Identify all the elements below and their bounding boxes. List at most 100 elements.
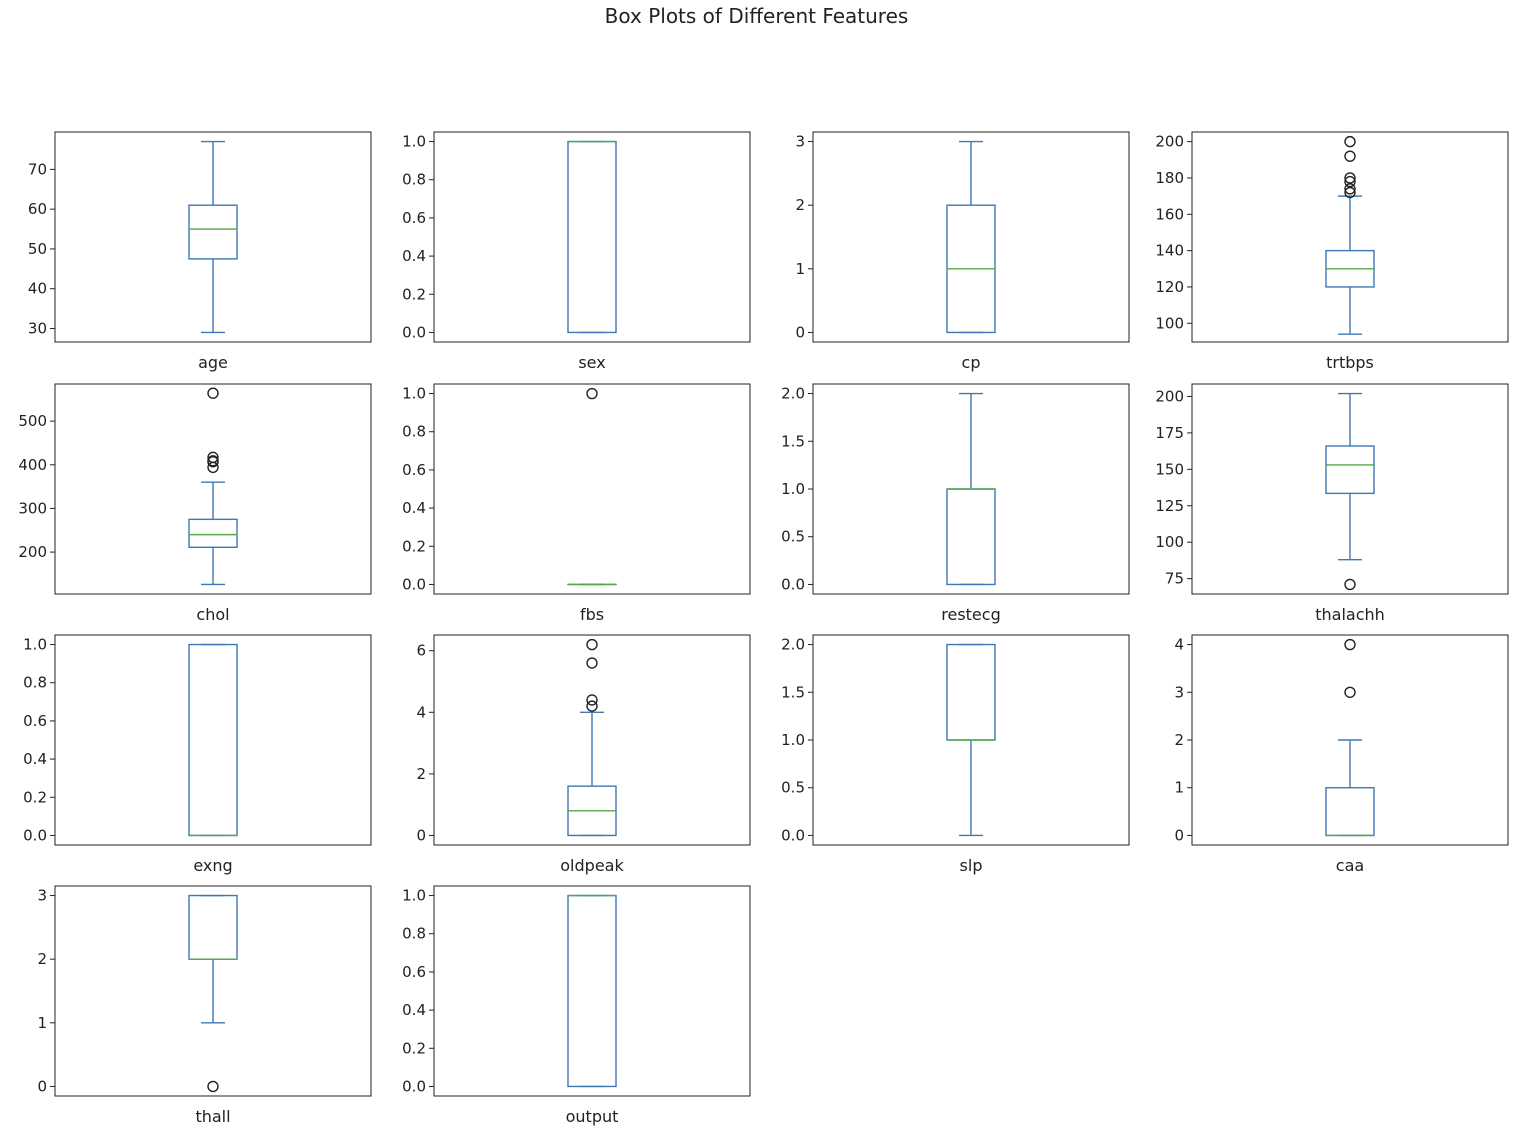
outlier-point [586,700,598,712]
y-tick-label: 0 [416,826,426,844]
y-tick-label: 2.0 [781,636,805,654]
x-axis-label: chol [196,605,229,624]
outlier-point [1344,172,1356,184]
y-tick-label: 4 [1174,636,1184,654]
y-tick-label: 3 [1174,683,1184,701]
outlier-point [207,451,219,464]
x-axis-label: slp [960,856,983,875]
iqr-box [946,488,996,586]
x-axis-label: sex [578,353,605,372]
y-tick-label: 0.6 [402,209,426,227]
y-tick-label: 125 [1155,497,1184,515]
y-tick-label: 0.0 [402,575,426,593]
subplot-age: 30 40 50 60 70 age [28,131,372,372]
y-tick-label: 0.4 [402,499,426,517]
y-tick-label: 0.4 [23,750,47,768]
y-tick-label: 3 [37,887,47,905]
axes-frame [433,131,751,343]
y-tick-label: 0.0 [402,323,426,341]
y-tick-label: 0.8 [23,674,47,692]
y-tick-label: 0.0 [402,1077,426,1095]
outlier-point [586,657,598,669]
y-tick-label: 70 [28,160,47,178]
x-axis-label: restecg [941,605,1000,624]
outlier-point [1344,183,1356,195]
y-tick-label: 0.4 [402,1001,426,1019]
y-tick-label: 2.0 [781,385,805,403]
y-tick-label: 0.2 [402,537,426,555]
subplot-slp: 0.0 0.5 1.0 1.5 2.0 slp [781,634,1130,875]
x-axis-label: age [198,353,228,372]
y-tick-label: 100 [1155,533,1184,551]
axes-frame [1191,383,1509,595]
x-axis-label: oldpeak [560,856,624,875]
y-tick-label: 0.6 [402,963,426,981]
y-tick-label: 0.0 [23,826,47,844]
iqr-box [1325,445,1375,495]
y-tick-label: 0.0 [781,575,805,593]
x-axis-label: fbs [580,605,604,624]
y-tick-label: 0.5 [781,528,805,546]
outlier-point [1344,175,1356,188]
y-tick-label: 0.0 [781,826,805,844]
iqr-box [946,643,996,741]
axes-frame [54,131,372,343]
y-tick-label: 1.5 [781,683,805,701]
y-tick-label: 120 [1155,278,1184,296]
subplot-trtbps: 100 120 140 160 180 200 trtbps [1155,131,1509,372]
y-tick-label: 2 [1174,731,1184,749]
iqr-box [188,204,238,260]
y-tick-label: 500 [18,412,47,430]
outlier-point [1344,150,1356,162]
y-tick-label: 140 [1155,242,1184,260]
y-tick-label: 1.0 [402,385,426,403]
y-tick-label: 6 [416,642,426,660]
y-tick-label: 1.0 [23,636,47,654]
axes-frame [54,885,372,1097]
y-tick-label: 0.8 [402,925,426,943]
x-axis-label: thall [195,1107,230,1126]
outlier-point [207,455,219,467]
subplot-chol: 200 300 400 500 chol [18,383,372,624]
outlier-point [207,1080,219,1093]
figure-title: Box Plots of Different Features [604,4,909,28]
y-tick-label: 1.0 [781,731,805,749]
axes-frame [54,634,372,846]
y-tick-label: 160 [1155,205,1184,223]
y-tick-label: 0.2 [402,285,426,303]
y-tick-label: 0.8 [402,171,426,189]
axes-frame [54,383,372,595]
y-tick-label: 1.5 [781,432,805,450]
y-tick-label: 0.8 [402,423,426,441]
subplot-cp: 0 1 2 3 cp [795,131,1130,372]
y-tick-label: 75 [1165,570,1184,588]
y-tick-label: 100 [1155,314,1184,332]
iqr-box [567,140,617,334]
y-tick-label: 0.2 [402,1039,426,1057]
iqr-box [188,643,238,837]
iqr-box [1325,787,1375,837]
y-tick-label: 0.4 [402,247,426,265]
outlier-point [1344,638,1356,651]
y-tick-label: 200 [1155,133,1184,151]
outlier-point [1344,186,1356,199]
iqr-box [188,518,238,548]
x-axis-label: caa [1336,856,1364,875]
y-tick-label: 60 [28,200,47,218]
x-axis-label: exng [193,856,232,875]
axes-frame [433,383,751,595]
y-tick-label: 180 [1155,169,1184,187]
iqr-box [567,894,617,1088]
x-axis-label: thalachh [1315,605,1385,624]
axes-frame [812,131,1130,343]
y-tick-label: 300 [18,499,47,517]
y-tick-label: 175 [1155,424,1184,442]
y-tick-label: 1.0 [402,133,426,151]
axes-frame [433,885,751,1097]
x-axis-label: trtbps [1326,353,1374,372]
axes-frame [433,634,751,846]
x-axis-label: output [566,1107,619,1126]
y-tick-label: 0 [795,323,805,341]
y-tick-label: 2 [795,196,805,214]
